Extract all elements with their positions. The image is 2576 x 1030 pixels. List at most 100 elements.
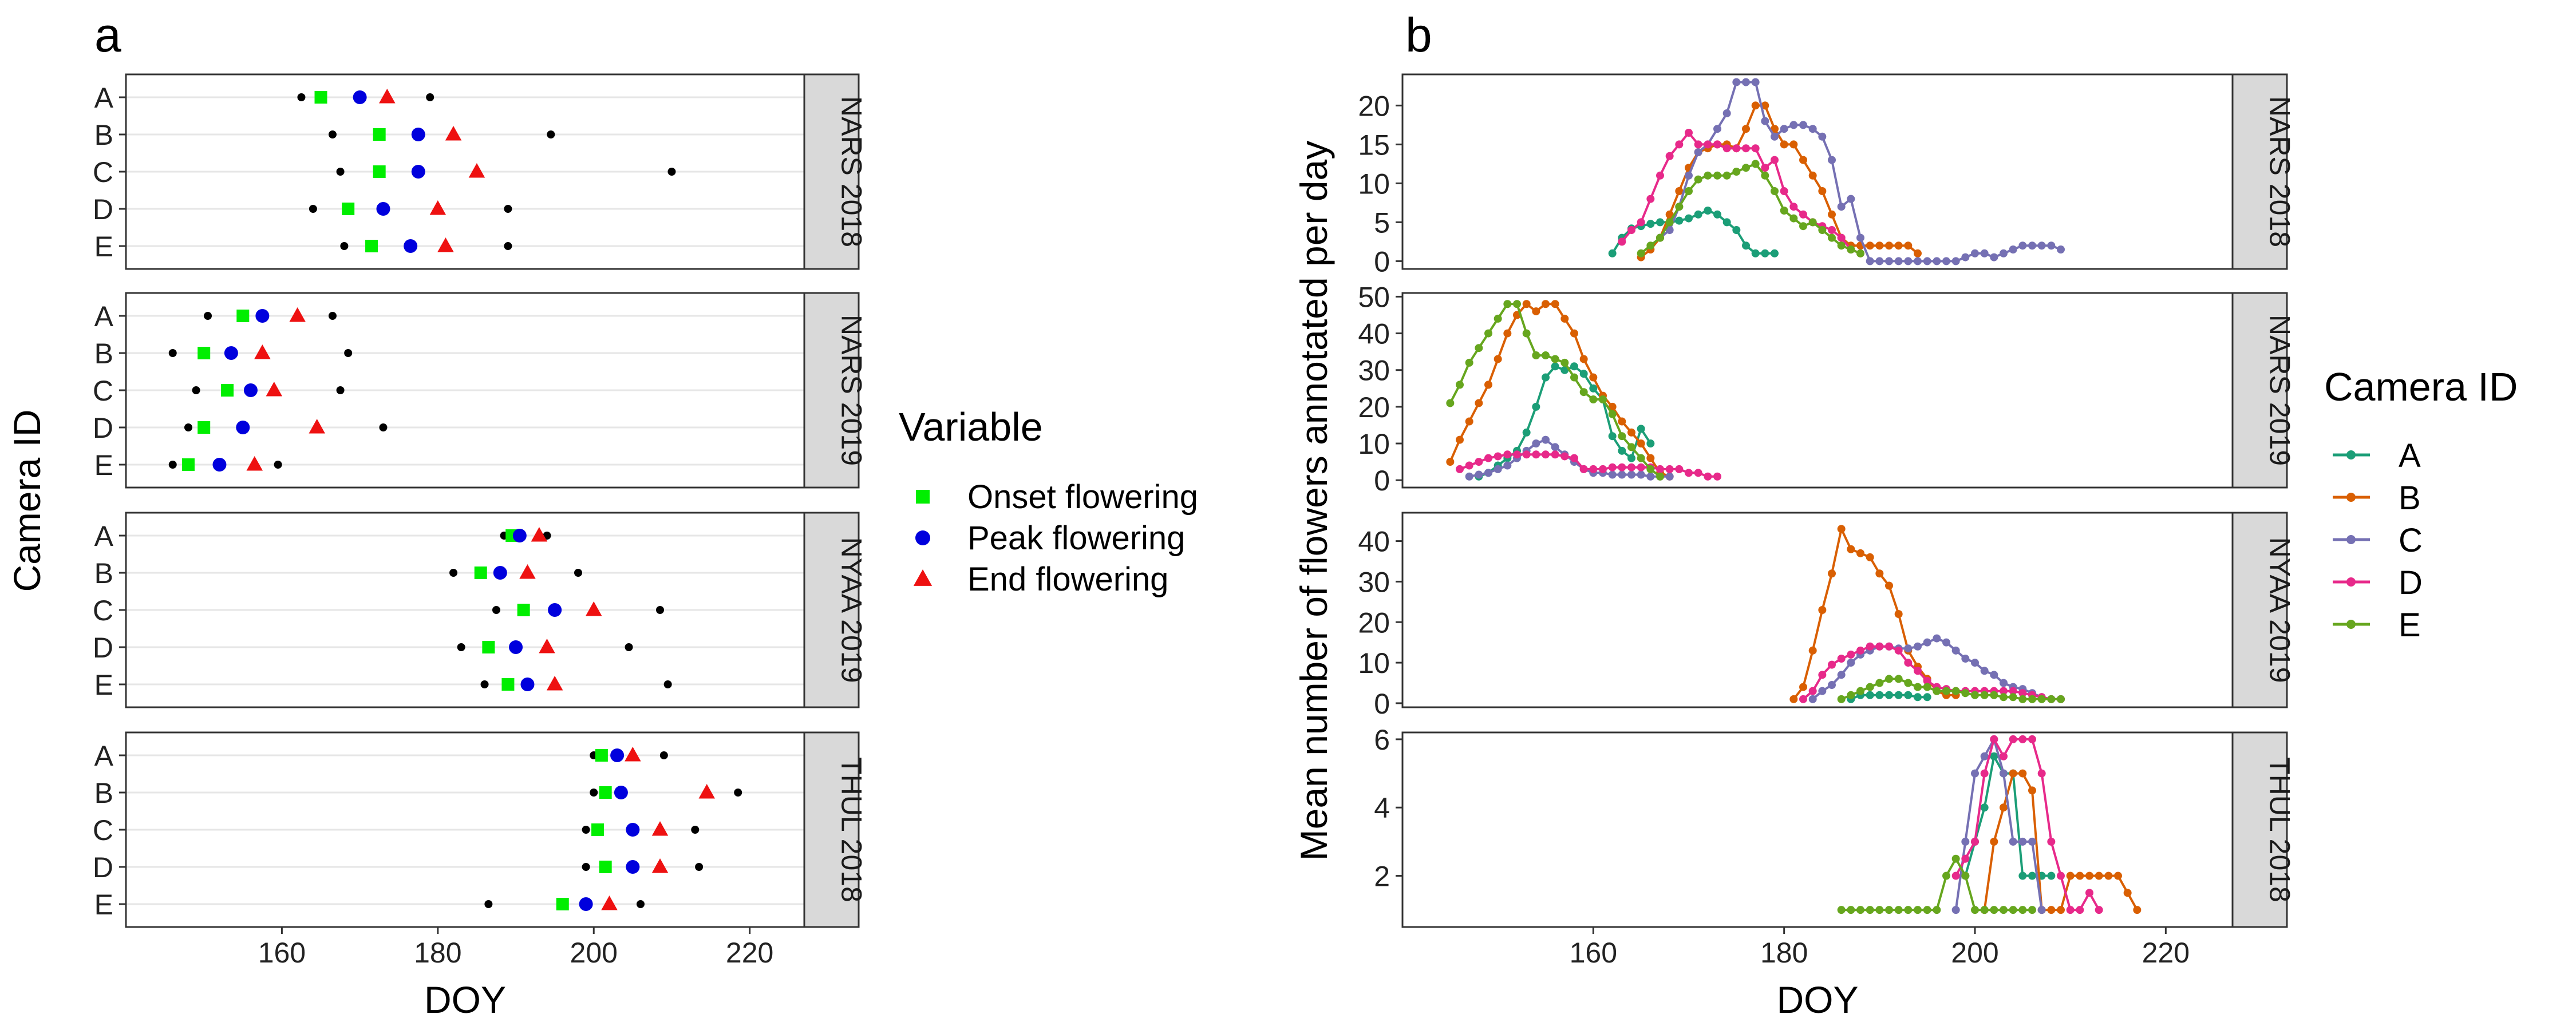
series-point-E bbox=[1589, 395, 1598, 404]
series-point-D bbox=[1570, 454, 1578, 462]
end-point bbox=[445, 126, 462, 141]
series-point-E bbox=[1751, 160, 1760, 168]
legend-label-B: B bbox=[2399, 480, 2421, 517]
series-point-E bbox=[1646, 241, 1655, 250]
series-point-E bbox=[1904, 906, 1913, 914]
series-point-D bbox=[2085, 889, 2093, 897]
series-point-E bbox=[1542, 351, 1550, 360]
series-point-D bbox=[1456, 465, 1464, 473]
series-point-E bbox=[1599, 395, 1607, 404]
series-point-D bbox=[2037, 769, 2046, 778]
series-point-D bbox=[1923, 676, 1931, 685]
series-line-D bbox=[1802, 645, 2061, 700]
peak-point bbox=[243, 383, 258, 397]
y-tick-label: C bbox=[93, 814, 113, 846]
series-point-C bbox=[1961, 253, 1970, 262]
x-tick-label: 220 bbox=[2142, 937, 2190, 969]
series-point-E bbox=[1742, 164, 1750, 172]
series-point-E bbox=[1456, 381, 1464, 389]
series-point-B bbox=[2047, 906, 2056, 914]
series-point-D bbox=[1503, 450, 1512, 459]
series-point-B bbox=[1828, 210, 1836, 219]
series-point-D bbox=[1808, 687, 1817, 695]
end-point bbox=[379, 89, 396, 104]
y-tick-label: C bbox=[93, 156, 113, 188]
series-point-E bbox=[1847, 691, 1855, 699]
series-point-E bbox=[1904, 679, 1913, 687]
end-point bbox=[289, 307, 306, 322]
series-point-D bbox=[1732, 144, 1741, 153]
y-tick-label: A bbox=[94, 82, 114, 114]
series-point-A bbox=[1542, 373, 1550, 382]
series-point-B bbox=[1837, 525, 1846, 533]
series-point-B bbox=[1579, 355, 1588, 363]
y-tick-label: 0 bbox=[1374, 465, 1390, 497]
series-point-D bbox=[1837, 233, 1846, 242]
onset-point bbox=[197, 347, 211, 359]
y-tick-label: A bbox=[94, 300, 114, 332]
series-point-B bbox=[2114, 871, 2122, 880]
onset-point bbox=[342, 203, 355, 215]
series-point-C bbox=[1665, 226, 1674, 234]
y-tick-label: 10 bbox=[1358, 647, 1390, 679]
range-start-point bbox=[340, 242, 349, 250]
end-point bbox=[651, 858, 669, 873]
series-point-B bbox=[1475, 399, 1483, 407]
peak-point bbox=[520, 678, 535, 691]
range-start-point bbox=[192, 386, 200, 394]
series-point-D bbox=[2009, 687, 2017, 695]
series-point-D bbox=[1828, 226, 1836, 234]
range-end-point bbox=[636, 900, 645, 908]
series-point-E bbox=[1475, 344, 1483, 352]
range-start-point bbox=[168, 461, 177, 469]
x-tick-label: 220 bbox=[726, 937, 773, 969]
panel-a-letter: a bbox=[94, 8, 121, 62]
series-point-E bbox=[1522, 329, 1531, 338]
facet-b-1: NARS 2018 0 5 10 15 20 bbox=[1358, 73, 2296, 278]
series-point-C bbox=[2028, 837, 2036, 846]
series-point-A bbox=[1551, 362, 1559, 371]
series-point-E bbox=[2000, 693, 2008, 702]
series-point-B bbox=[1847, 545, 1855, 553]
onset-point bbox=[591, 823, 605, 836]
peak-point bbox=[626, 860, 640, 874]
series-point-B bbox=[1875, 569, 1884, 578]
series-point-B bbox=[1646, 454, 1655, 462]
legend-key-point-A bbox=[2346, 450, 2356, 459]
peak-point bbox=[579, 897, 593, 911]
series-point-B bbox=[2085, 871, 2093, 880]
range-end-point bbox=[504, 242, 512, 250]
series-point-B bbox=[1637, 439, 1645, 448]
legend-label-peak: Peak flowering bbox=[967, 520, 1185, 557]
range-end-point bbox=[574, 569, 582, 577]
series-point-B bbox=[1589, 373, 1598, 382]
series-point-E bbox=[1761, 171, 1769, 180]
series-point-D bbox=[1656, 465, 1664, 473]
series-point-D bbox=[2095, 906, 2103, 914]
series-point-B bbox=[1627, 428, 1635, 437]
series-point-D bbox=[1875, 642, 1884, 651]
series-point-C bbox=[1933, 634, 1941, 643]
series-point-C bbox=[1627, 470, 1635, 479]
series-point-D bbox=[1608, 463, 1617, 472]
series-point-C bbox=[2037, 906, 2046, 914]
legend-label-D: D bbox=[2399, 564, 2423, 601]
legend-label-A: A bbox=[2399, 437, 2421, 474]
series-point-E bbox=[1856, 687, 1864, 695]
series-point-B bbox=[1560, 314, 1569, 323]
series-point-B bbox=[1914, 249, 1922, 258]
series-point-B bbox=[1885, 241, 1893, 250]
onset-point bbox=[556, 898, 569, 910]
series-point-B bbox=[2018, 769, 2027, 778]
series-point-E bbox=[1532, 351, 1540, 360]
panel-frame bbox=[1401, 512, 2234, 708]
series-point-D bbox=[1513, 450, 1521, 459]
y-tick-label: 30 bbox=[1358, 566, 1390, 598]
series-point-C bbox=[1618, 470, 1626, 479]
series-point-B bbox=[2123, 889, 2132, 897]
series-point-C bbox=[1990, 671, 1998, 679]
series-point-C bbox=[1751, 78, 1760, 86]
series-point-E bbox=[2057, 695, 2065, 703]
series-point-C bbox=[1847, 195, 1855, 203]
